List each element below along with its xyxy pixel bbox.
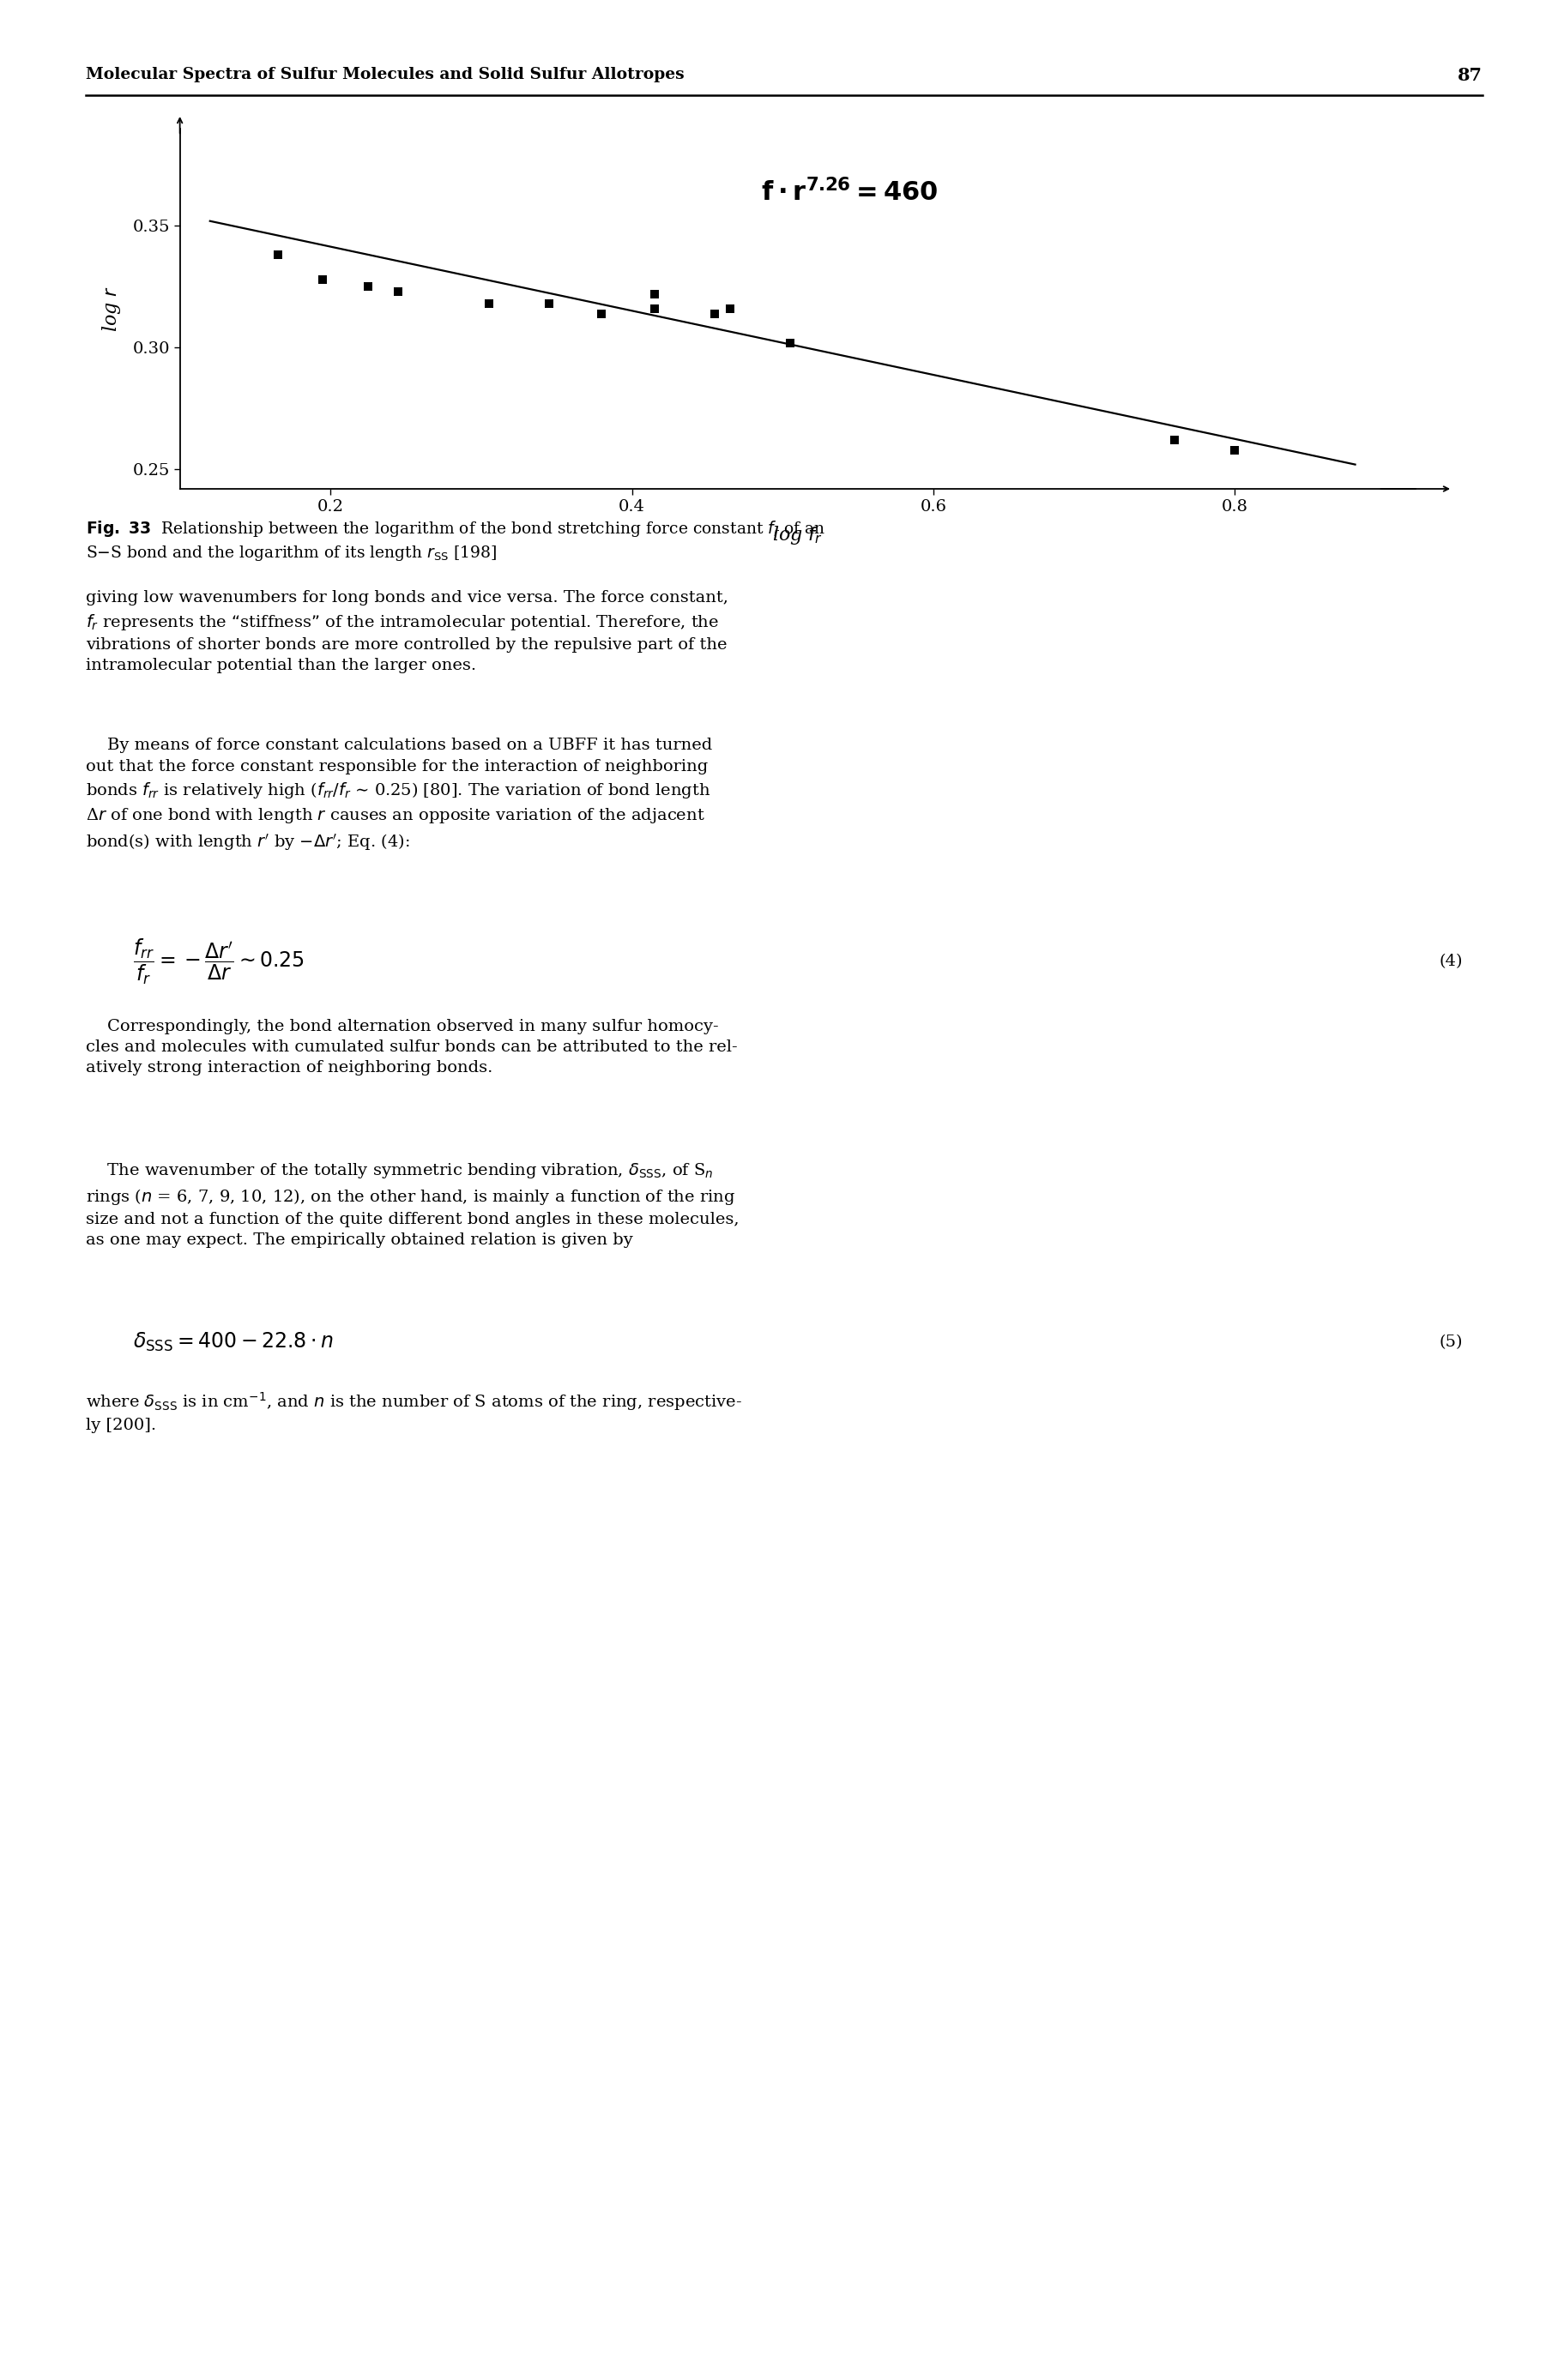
Text: Molecular Spectra of Sulfur Molecules and Solid Sulfur Allotropes: Molecular Spectra of Sulfur Molecules an… bbox=[86, 67, 685, 81]
Point bbox=[311, 259, 336, 298]
Text: The wavenumber of the totally symmetric bending vibration, $\delta_{\mathrm{SSS}: The wavenumber of the totally symmetric … bbox=[86, 1161, 740, 1247]
Point bbox=[641, 276, 666, 314]
Text: $\mathbf{f \cdot r^{7.26} = 460}$: $\mathbf{f \cdot r^{7.26} = 460}$ bbox=[760, 178, 937, 207]
X-axis label: log $f_r$: log $f_r$ bbox=[773, 524, 823, 547]
Point bbox=[718, 290, 743, 328]
Text: $\dfrac{f_{rr}}{f_r} = -\dfrac{\Delta r'}{\Delta r}{\sim}0.25$: $\dfrac{f_{rr}}{f_r} = -\dfrac{\Delta r'… bbox=[133, 938, 303, 985]
Point bbox=[702, 295, 727, 333]
Point bbox=[386, 274, 411, 312]
Point bbox=[641, 290, 666, 328]
Point bbox=[1162, 421, 1187, 459]
Y-axis label: log $r$: log $r$ bbox=[100, 286, 124, 331]
Point bbox=[266, 236, 291, 274]
Point bbox=[475, 286, 500, 324]
Point bbox=[1221, 431, 1247, 469]
Text: giving low wavenumbers for long bonds and vice versa. The force constant,
$f_r$ : giving low wavenumbers for long bonds an… bbox=[86, 590, 729, 674]
Text: (4): (4) bbox=[1439, 954, 1462, 969]
Text: (5): (5) bbox=[1439, 1335, 1462, 1349]
Text: $\delta_{\mathrm{SSS}} = 400 - 22.8\cdot n$: $\delta_{\mathrm{SSS}} = 400 - 22.8\cdot… bbox=[133, 1330, 333, 1354]
Text: where $\delta_{\mathrm{SSS}}$ is in cm$^{-1}$, and $n$ is the number of S atoms : where $\delta_{\mathrm{SSS}}$ is in cm$^… bbox=[86, 1390, 743, 1433]
Point bbox=[777, 324, 802, 362]
Text: $\mathbf{Fig.\ 33}$  Relationship between the logarithm of the bond stretching f: $\mathbf{Fig.\ 33}$ Relationship between… bbox=[86, 519, 826, 564]
Text: Correspondingly, the bond alternation observed in many sulfur homocy-
cles and m: Correspondingly, the bond alternation ob… bbox=[86, 1019, 738, 1076]
Point bbox=[590, 295, 615, 333]
Point bbox=[536, 286, 561, 324]
Text: 87: 87 bbox=[1458, 67, 1483, 83]
Point bbox=[355, 267, 380, 305]
Text: By means of force constant calculations based on a UBFF it has turned
out that t: By means of force constant calculations … bbox=[86, 738, 713, 852]
